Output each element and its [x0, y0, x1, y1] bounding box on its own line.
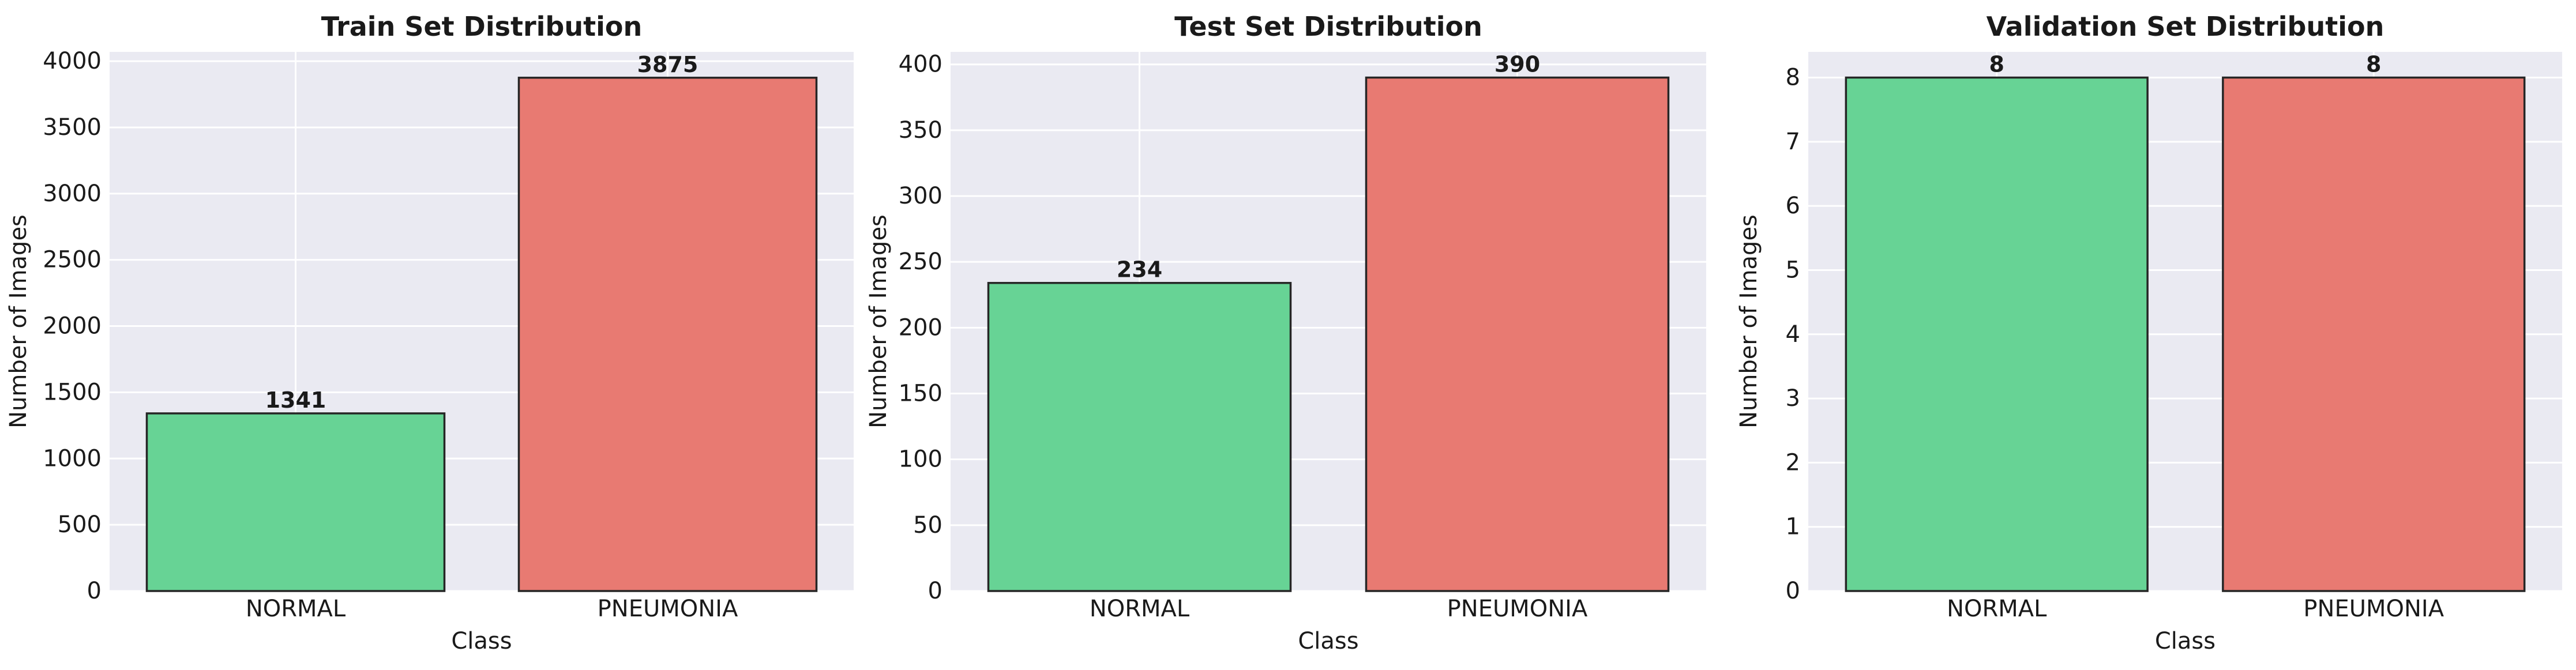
y-tick-label: 7: [1786, 129, 1800, 155]
y-tick-label: 1500: [43, 379, 102, 405]
x-tick-label: PNEUMONIA: [598, 596, 738, 622]
y-tick-label: 4: [1786, 321, 1800, 348]
x-axis-label: Class: [1298, 628, 1358, 654]
y-axis-label: Number of Images: [1736, 214, 1762, 428]
x-tick-label: NORMAL: [246, 596, 346, 622]
y-tick-label: 350: [899, 117, 942, 144]
bar-pneumonia: [517, 77, 818, 592]
y-axis-label: Number of Images: [865, 214, 892, 428]
y-tick-label: 150: [899, 381, 942, 407]
y-tick-label: 2000: [43, 313, 102, 340]
y-tick-label: 3: [1786, 385, 1800, 412]
y-tick-label: 1000: [43, 445, 102, 472]
data-label: 8: [1989, 52, 2004, 77]
y-tick-label: 400: [899, 51, 942, 78]
x-axis-label: Class: [2155, 628, 2215, 654]
x-tick-label: PNEUMONIA: [1447, 596, 1588, 622]
chart-title: Validation Set Distribution: [1987, 11, 2385, 42]
x-tick-label: NORMAL: [1090, 596, 1190, 622]
data-label: 3875: [637, 52, 699, 77]
y-tick-label: 2: [1786, 449, 1800, 476]
y-tick-label: 100: [899, 446, 942, 473]
y-tick-label: 5: [1786, 257, 1800, 283]
chart-title: Test Set Distribution: [1174, 11, 1482, 42]
y-tick-label: 250: [899, 249, 942, 275]
chart-title: Train Set Distribution: [321, 11, 642, 42]
y-tick-label: 50: [913, 512, 942, 539]
y-tick-label: 200: [899, 314, 942, 341]
y-tick-label: 4000: [43, 48, 102, 74]
y-tick-label: 1: [1786, 514, 1800, 540]
chart-1: 0 500 1000 1500 2000 2500 3000 3500 4000 1341 NORM…: [5, 11, 854, 654]
x-axis-label: Class: [451, 628, 512, 654]
data-label: 234: [1117, 257, 1162, 283]
x-tick-label: NORMAL: [1947, 596, 2047, 622]
bar-normal: [987, 281, 1292, 592]
y-tick-label: 2500: [43, 247, 102, 273]
y-tick-label: 0: [87, 578, 102, 604]
y-tick-label: 3500: [43, 114, 102, 141]
bar-normal: [1845, 76, 2149, 592]
data-label: 8: [2366, 52, 2381, 77]
y-tick-label: 6: [1786, 193, 1800, 219]
y-tick-label: 8: [1786, 65, 1800, 91]
y-tick-label: 0: [928, 578, 942, 604]
bar-pneumonia: [1365, 76, 1670, 592]
y-tick-label: 300: [899, 183, 942, 209]
chart-3: 0 1 2 3 4 5 6 7 8 8 NORMAL 8 PNEUMONIA Validation Set…: [1736, 11, 2562, 654]
y-tick-label: 0: [1786, 578, 1800, 604]
bar-normal: [145, 412, 446, 592]
y-axis-label: Number of Images: [5, 214, 32, 428]
bar-pneumonia: [2222, 76, 2526, 592]
x-tick-label: PNEUMONIA: [2303, 596, 2444, 622]
data-label: 390: [1494, 52, 1540, 77]
y-tick-label: 500: [58, 511, 102, 538]
chart-2: 0 50 100 150 200 250 300 350 400 234 NORMAL 390 PNEU…: [865, 11, 1706, 654]
data-label: 1341: [265, 387, 326, 413]
y-tick-label: 3000: [43, 180, 102, 207]
